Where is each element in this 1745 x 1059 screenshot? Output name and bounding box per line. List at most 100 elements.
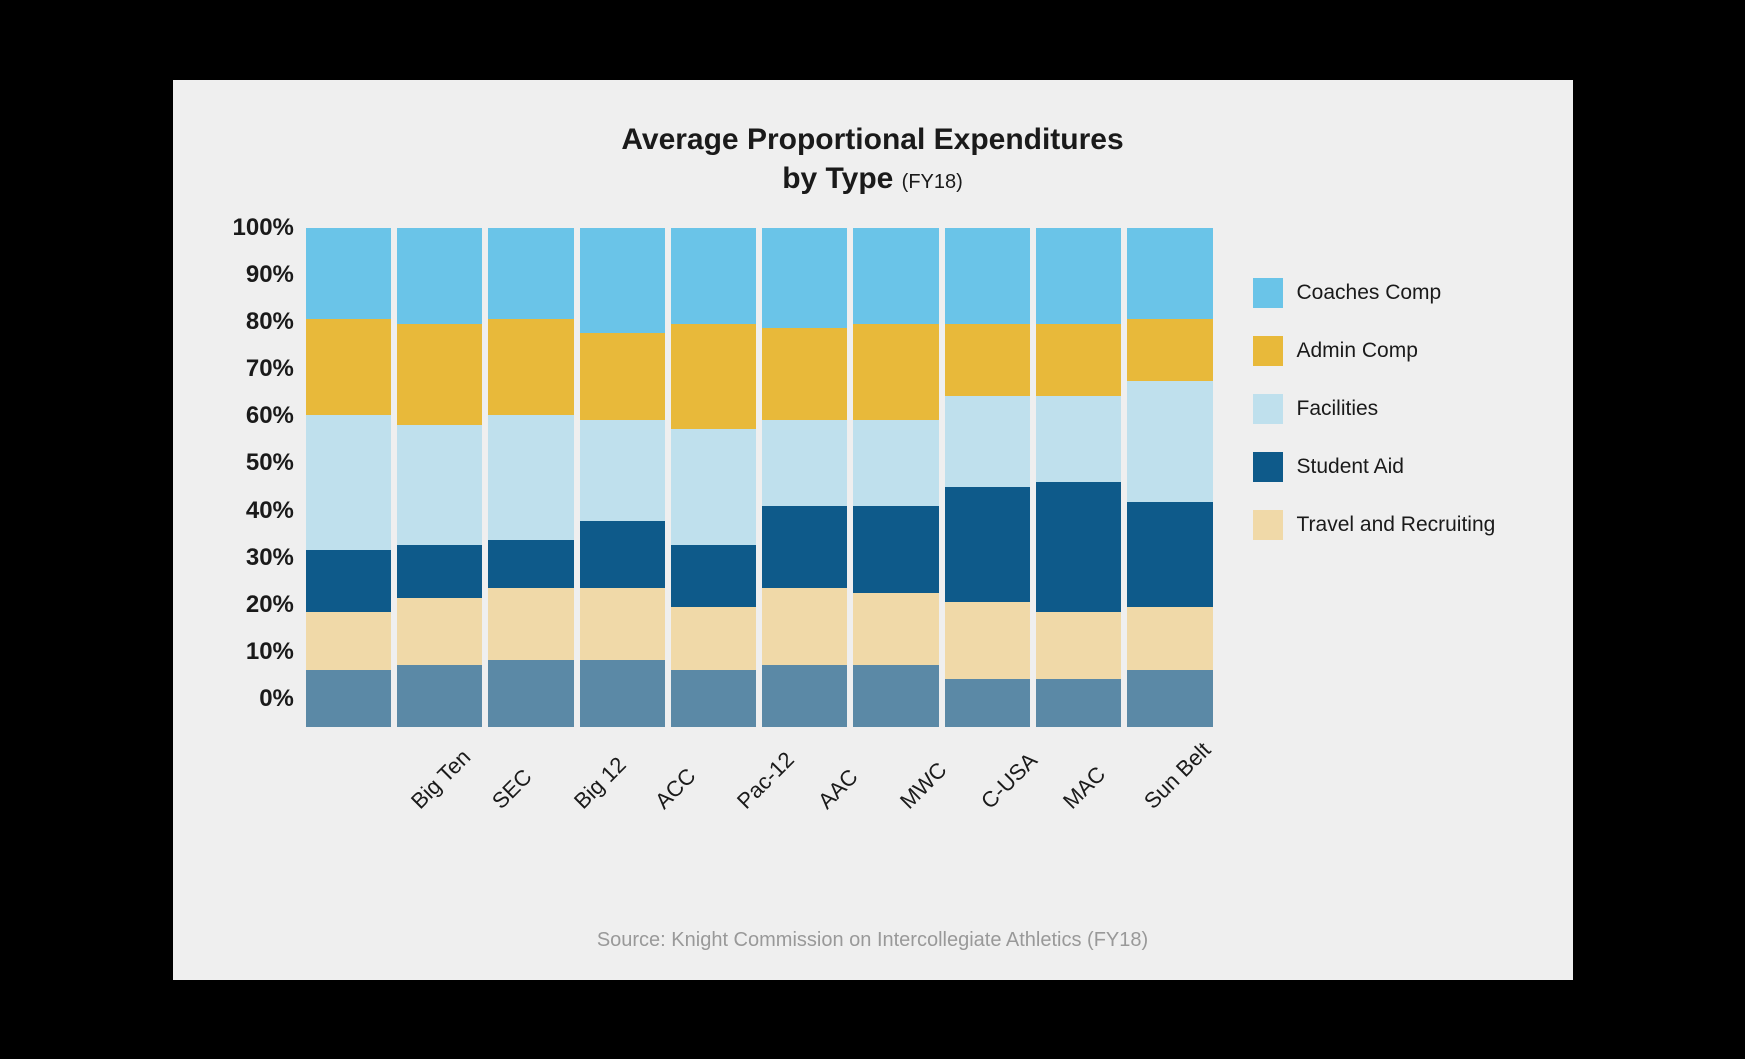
- y-tick-label: 60%: [246, 402, 294, 430]
- bar-segment: [306, 228, 391, 319]
- bar-segment: [488, 228, 573, 319]
- bar-segment: [1127, 502, 1212, 608]
- bar-segment: [580, 521, 665, 588]
- bar-column: [580, 228, 665, 728]
- legend-swatch: [1253, 510, 1283, 540]
- y-tick-label: 40%: [246, 497, 294, 525]
- legend-swatch: [1253, 278, 1283, 308]
- bar-segment: [1036, 228, 1121, 324]
- bar-segment: [306, 415, 391, 550]
- bar-segment: [945, 679, 1030, 727]
- bar-segment: [397, 228, 482, 324]
- legend-label: Admin Comp: [1297, 339, 1418, 363]
- y-tick-label: 70%: [246, 355, 294, 383]
- bar-segment: [397, 324, 482, 425]
- chart-title-line2: by Type (FY18): [233, 159, 1513, 198]
- bar-segment: [1036, 396, 1121, 483]
- legend-swatch: [1253, 394, 1283, 424]
- bar-segment: [853, 665, 938, 728]
- bar-segment: [306, 612, 391, 670]
- bar-segment: [853, 228, 938, 324]
- bar-segment: [580, 333, 665, 420]
- legend-item: Admin Comp: [1253, 336, 1513, 366]
- bar-segment: [671, 607, 756, 670]
- bar-column: [488, 228, 573, 728]
- y-tick-label: 50%: [246, 449, 294, 477]
- bar-segment: [580, 228, 665, 334]
- bar-segment: [853, 593, 938, 665]
- chart-title-line2-text: by Type: [782, 162, 893, 195]
- bar-segment: [306, 550, 391, 613]
- legend-label: Travel and Recruiting: [1297, 513, 1496, 537]
- bar-segment: [580, 420, 665, 521]
- bar-segment: [671, 324, 756, 430]
- bar-column: [945, 228, 1030, 728]
- bar-segment: [397, 425, 482, 545]
- bar-segment: [671, 670, 756, 728]
- plot-wrap: 100%90%80%70%60%50%40%30%20%10%0% Big Te…: [233, 228, 1213, 856]
- y-tick-label: 0%: [259, 685, 294, 713]
- bar-segment: [1036, 482, 1121, 612]
- chart-body: 100%90%80%70%60%50%40%30%20%10%0% Big Te…: [233, 228, 1513, 856]
- bar-segment: [762, 420, 847, 507]
- legend-swatch: [1253, 336, 1283, 366]
- bar-segment: [945, 487, 1030, 602]
- bar-segment: [853, 324, 938, 420]
- bar-column: [1127, 228, 1212, 728]
- bar-column: [306, 228, 391, 728]
- bar-segment: [397, 598, 482, 665]
- bar-segment: [580, 588, 665, 660]
- bar-column: [671, 228, 756, 728]
- bar-segment: [1036, 612, 1121, 679]
- legend-item: Student Aid: [1253, 452, 1513, 482]
- chart-title-suffix: (FY18): [902, 171, 963, 193]
- x-axis-labels: Big TenSECBig 12ACCPac-12AACMWCC-USAMACS…: [396, 746, 1213, 856]
- bar-column: [1036, 228, 1121, 728]
- bar-segment: [397, 665, 482, 728]
- bar-column: [397, 228, 482, 728]
- bar-segment: [306, 319, 391, 415]
- legend-item: Coaches Comp: [1253, 278, 1513, 308]
- legend-label: Coaches Comp: [1297, 281, 1442, 305]
- bar-segment: [853, 420, 938, 507]
- bar-segment: [488, 588, 573, 660]
- bar-segment: [580, 660, 665, 727]
- y-axis: 100%90%80%70%60%50%40%30%20%10%0%: [233, 214, 306, 714]
- plot-area: [306, 228, 1213, 728]
- legend-label: Facilities: [1297, 397, 1379, 421]
- bar-column: [762, 228, 847, 728]
- bar-segment: [762, 506, 847, 588]
- y-tick-label: 80%: [246, 308, 294, 336]
- legend-item: Travel and Recruiting: [1253, 510, 1513, 540]
- bar-segment: [1127, 607, 1212, 670]
- bar-segment: [945, 324, 1030, 396]
- bar-segment: [945, 228, 1030, 324]
- y-tick-label: 20%: [246, 591, 294, 619]
- bar-segment: [671, 545, 756, 608]
- legend-label: Student Aid: [1297, 455, 1404, 479]
- bar-segment: [488, 660, 573, 727]
- bar-segment: [853, 506, 938, 593]
- legend-item: Facilities: [1253, 394, 1513, 424]
- bar-segment: [945, 602, 1030, 679]
- y-tick-label: 30%: [246, 544, 294, 572]
- bar-column: [853, 228, 938, 728]
- bar-segment: [488, 319, 573, 415]
- x-tick-label: Sun Belt: [1139, 737, 1276, 874]
- bar-segment: [397, 545, 482, 598]
- legend-swatch: [1253, 452, 1283, 482]
- bar-segment: [671, 429, 756, 544]
- bar-segment: [1036, 679, 1121, 727]
- source-citation: Source: Knight Commission on Intercolleg…: [173, 929, 1573, 952]
- bar-segment: [306, 670, 391, 728]
- bar-segment: [762, 588, 847, 665]
- bar-segment: [1036, 324, 1121, 396]
- bar-segment: [488, 415, 573, 540]
- y-tick-label: 10%: [246, 638, 294, 666]
- bar-segment: [945, 396, 1030, 487]
- bar-segment: [488, 540, 573, 588]
- y-tick-label: 100%: [233, 214, 294, 242]
- legend: Coaches Comp Admin Comp Facilities Student …: [1253, 278, 1513, 540]
- bar-segment: [1127, 381, 1212, 501]
- bar-segment: [762, 665, 847, 728]
